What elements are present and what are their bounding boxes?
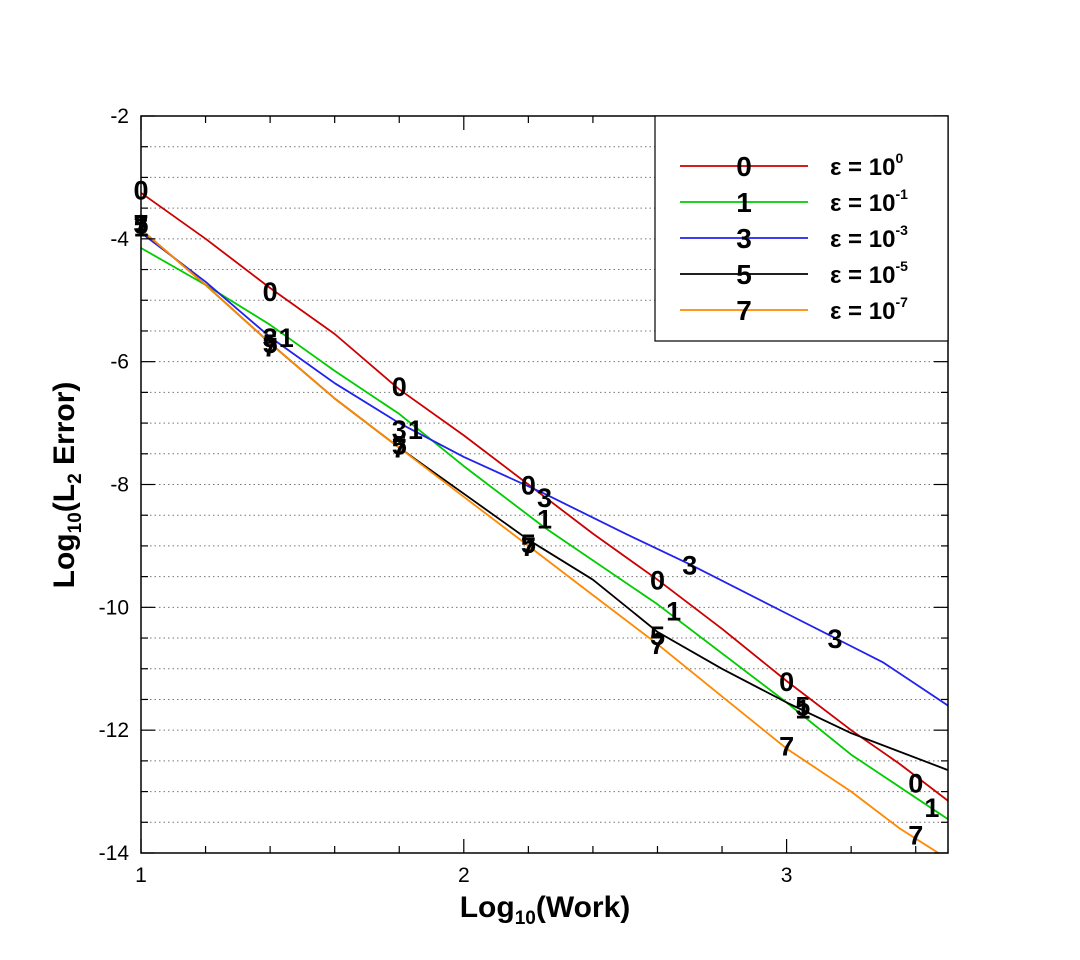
legend-label: ε = 10-1: [830, 186, 908, 217]
x-tick-label: 2: [458, 864, 470, 887]
y-tick-label: -6: [110, 351, 129, 374]
y-tick-label: -12: [99, 719, 129, 742]
series-marker-1: 1: [666, 596, 681, 626]
series-lines: [141, 192, 948, 853]
y-tick-label: -4: [110, 228, 129, 251]
y-tick-label: -8: [110, 474, 129, 497]
series-line-7: [141, 228, 941, 853]
y-tick-label: -14: [99, 842, 130, 865]
y-tick-label: -10: [99, 596, 129, 619]
series-marker-1: 1: [408, 415, 423, 445]
legend-label: ε = 100: [830, 150, 903, 181]
series-marker-0: 0: [779, 667, 794, 697]
series-marker-5: 5: [263, 329, 278, 359]
series-marker-7: 7: [908, 821, 923, 851]
x-tick-label: 3: [781, 864, 793, 887]
series-marker-0: 0: [908, 768, 923, 798]
series-marker-5: 5: [650, 621, 665, 651]
series-marker-0: 0: [521, 471, 536, 501]
series-marker-5: 5: [521, 529, 536, 559]
series-marker-3: 3: [263, 323, 278, 353]
series-marker-7: 7: [650, 630, 665, 660]
series-marker-5: 5: [392, 431, 407, 461]
series-marker-7: 7: [263, 332, 278, 362]
series-marker-0: 0: [650, 566, 665, 596]
series-marker-1: 1: [795, 695, 810, 725]
legend-label: ε = 10-7: [830, 294, 908, 325]
x-axis-title: Log10(Work): [460, 891, 631, 929]
legend-label: ε = 10-3: [830, 222, 908, 253]
series-marker-3: 3: [537, 483, 552, 513]
legend-box: [654, 115, 949, 342]
legend-series-name: 5: [736, 259, 752, 290]
y-tick-label: -2: [110, 105, 129, 128]
series-marker-3: 3: [682, 550, 697, 580]
series-marker-1: 1: [279, 323, 294, 353]
series-line-3: [141, 231, 948, 707]
y-axis-title: Log10(L2 Error): [48, 382, 86, 589]
series-marker-3: 3: [828, 624, 843, 654]
series-marker-1: 1: [924, 793, 939, 823]
legend-series-name: 7: [736, 295, 752, 326]
legend: 0 ε = 100 1 ε = 10-1 3 ε = 10-3 5 ε = 10-5 7 ε = …: [654, 115, 949, 342]
legend-series-name: 3: [736, 223, 752, 254]
series-marker-3: 3: [392, 415, 407, 445]
series-marker-7: 7: [779, 732, 794, 762]
series-marker-5: 5: [795, 692, 810, 722]
series-line-1: [141, 247, 948, 820]
legend-series-name: 1: [736, 187, 752, 218]
x-tick-label: 1: [135, 864, 147, 887]
series-marker-7: 7: [521, 532, 536, 562]
series-marker-0: 0: [263, 277, 278, 307]
series-marker-0: 0: [392, 372, 407, 402]
series-line-0: [141, 192, 948, 802]
series-marker-1: 1: [537, 504, 552, 534]
legend-label: ε = 10-5: [830, 258, 908, 289]
legend-series-name: 0: [736, 151, 752, 182]
series-marker-7: 7: [392, 434, 407, 464]
